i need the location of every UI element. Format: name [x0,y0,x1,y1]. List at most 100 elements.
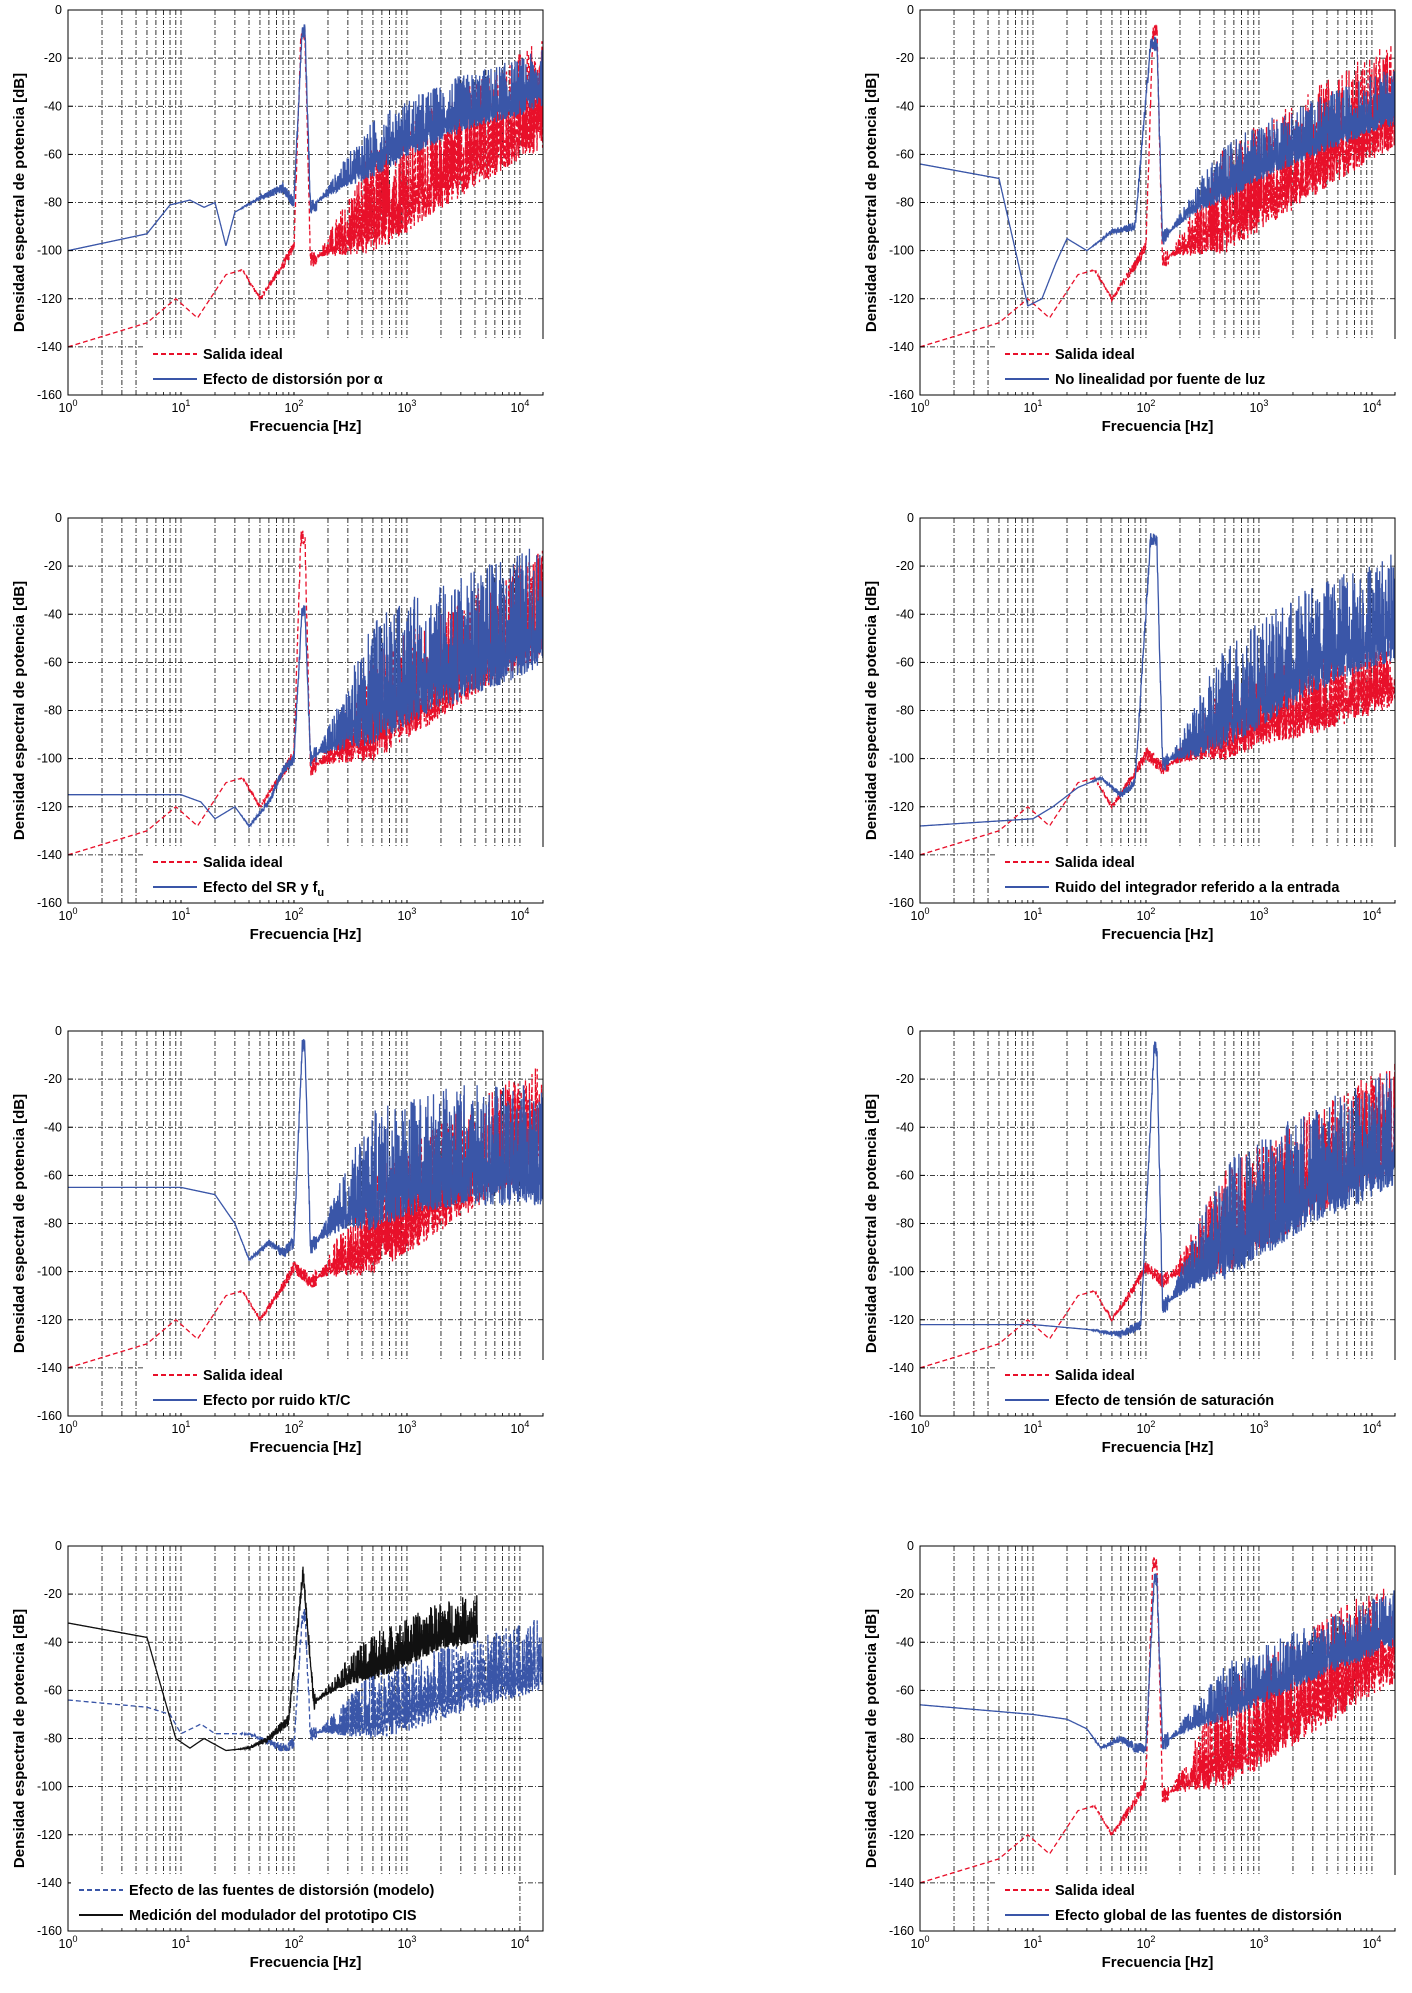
x-tick-label: 103 [397,1419,416,1436]
x-tick-label: 104 [510,398,529,415]
y-tick-label: 0 [55,3,62,17]
series-line [920,533,1395,827]
y-tick-label: -140 [37,1876,62,1890]
y-tick-label: 0 [55,1024,62,1038]
x-tick-label: 101 [172,1934,191,1951]
series-line [68,1608,543,1753]
y-tick-label: -60 [896,655,914,669]
x-tick-label: 103 [397,906,416,923]
legend: Salida ideal Efecto por ruido kT/C [145,1360,545,1413]
x-tick-label: 101 [172,398,191,415]
y-tick-label: -140 [889,848,914,862]
y-tick-label: -40 [44,607,62,621]
legend: Efecto de las fuentes de distorsión (mod… [71,1875,516,1928]
x-tick-label: 103 [397,398,416,415]
x-axis-title: Frecuencia [Hz] [250,1439,362,1456]
y-tick-label: -100 [37,1780,62,1794]
grid [920,1031,1395,1416]
series-line [920,1557,1395,1884]
y-tick-label: -100 [37,1265,62,1279]
legend: Salida ideal Efecto del SR y fu [145,847,545,900]
series-1 [68,1608,543,1753]
y-tick-label: -40 [44,1120,62,1134]
legend-label: Salida ideal [203,855,283,871]
y-tick-label: -120 [889,1313,914,1327]
x-axis-title: Frecuencia [Hz] [1102,418,1214,435]
y-tick-label: -160 [889,896,914,910]
series-2 [920,36,1395,307]
legend-box [145,847,545,900]
x-tick-label: 101 [1024,906,1043,923]
y-tick-label: -120 [37,1828,62,1842]
legend-label: Salida ideal [1055,855,1135,871]
y-tick-label: -80 [896,1217,914,1231]
y-tick-label: -40 [896,1635,914,1649]
y-tick-label: -20 [896,1587,914,1601]
x-tick-label: 101 [1024,1934,1043,1951]
y-axis-title: Densidad espectral de potencia [dB] [11,581,28,840]
y-tick-label: -20 [896,51,914,65]
series-line [68,548,543,829]
x-tick-label: 104 [510,906,529,923]
y-axis-title: Densidad espectral de potencia [dB] [863,1609,880,1868]
series-line [68,24,543,252]
x-tick-label: 100 [59,1934,78,1951]
series-1 [920,1557,1395,1884]
legend-box [145,1360,545,1413]
series-1 [920,636,1395,856]
legend-label: Efecto del SR y fu [203,880,324,899]
y-tick-label: -40 [896,99,914,113]
legend-box [997,1875,1397,1928]
x-tick-label: 102 [285,906,304,923]
y-tick-label: -80 [896,704,914,718]
series-2 [68,1566,479,1752]
y-tick-label: -120 [37,800,62,814]
legend: Salida ideal Efecto global de las fuentes… [997,1875,1397,1928]
legend-label: Medición del modulador del prototipo CIS [129,1908,417,1924]
legend-label: Salida ideal [203,1368,283,1384]
x-tick-label: 104 [510,1419,529,1436]
y-tick-label: -140 [889,1361,914,1375]
y-tick-label: -140 [889,1876,914,1890]
x-tick-label: 103 [1249,906,1268,923]
x-axis-title: Frecuencia [Hz] [1102,1954,1214,1971]
series-2 [920,1573,1395,1754]
series-line [920,36,1395,307]
y-tick-label: -120 [889,1828,914,1842]
y-tick-label: 0 [55,511,62,525]
y-tick-label: -140 [889,340,914,354]
y-tick-label: -20 [44,559,62,573]
legend: Salida ideal Efecto de tensión de saturac… [997,1360,1397,1413]
legend-label: Efecto de las fuentes de distorsión (mod… [129,1883,435,1899]
x-axis-title: Frecuencia [Hz] [1102,926,1214,943]
x-tick-label: 104 [1362,906,1381,923]
x-tick-label: 104 [510,1934,529,1951]
y-tick-label: -40 [896,607,914,621]
legend-label: Salida ideal [1055,1883,1135,1899]
series-2 [920,1041,1395,1339]
y-tick-label: -100 [889,1780,914,1794]
legend: Salida ideal Efecto de distorsión por α [145,339,545,392]
x-tick-label: 103 [1249,1934,1268,1951]
legend-box [997,1360,1397,1413]
series-line [68,1566,479,1752]
series-2 [68,24,543,252]
y-tick-label: -60 [44,147,62,161]
y-tick-label: -160 [889,1924,914,1938]
legend: Salida ideal No linealidad por fuente de … [997,339,1397,392]
y-tick-label: 0 [55,1539,62,1553]
legend-label: Efecto global de las fuentes de distorsi… [1055,1908,1342,1924]
y-axis-title: Densidad espectral de potencia [dB] [863,73,880,332]
y-tick-label: 0 [907,1539,914,1553]
x-tick-label: 100 [911,906,930,923]
y-tick-label: -160 [37,388,62,402]
y-tick-label: -60 [44,655,62,669]
legend-box [71,1875,516,1928]
y-axis-title: Densidad espectral de potencia [dB] [11,73,28,332]
y-axis-title: Densidad espectral de potencia [dB] [11,1094,28,1353]
y-tick-label: -40 [44,99,62,113]
legend-label: No linealidad por fuente de luz [1055,372,1265,388]
